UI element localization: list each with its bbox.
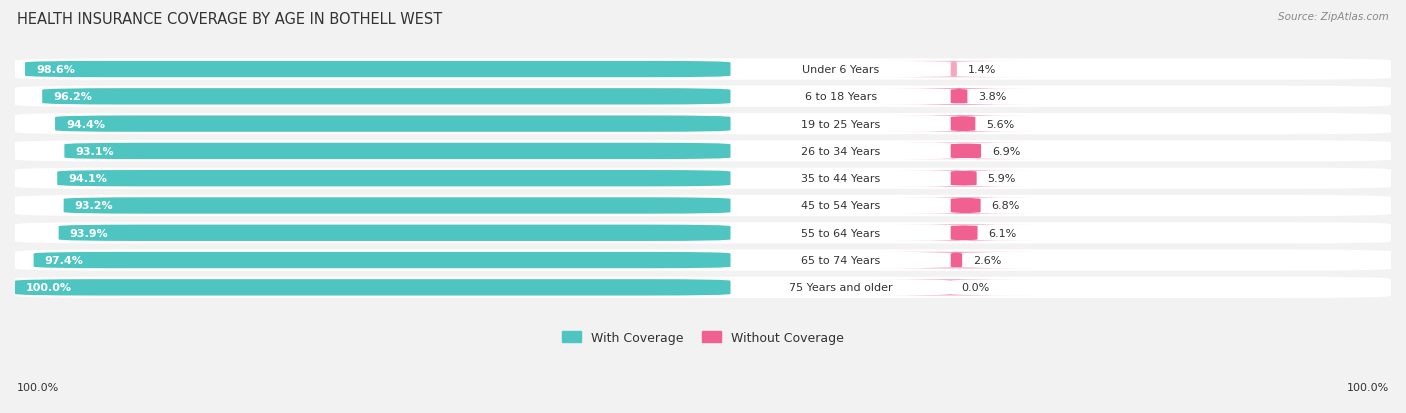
Text: 96.2%: 96.2% [53, 92, 91, 102]
Text: 5.9%: 5.9% [987, 174, 1017, 184]
Text: 75 Years and older: 75 Years and older [789, 282, 893, 293]
FancyBboxPatch shape [15, 141, 1391, 162]
Text: 19 to 25 Years: 19 to 25 Years [801, 119, 880, 129]
FancyBboxPatch shape [15, 223, 1391, 244]
FancyBboxPatch shape [55, 116, 731, 133]
Text: 6.9%: 6.9% [993, 147, 1021, 157]
FancyBboxPatch shape [15, 277, 1391, 298]
FancyBboxPatch shape [15, 195, 1391, 216]
FancyBboxPatch shape [15, 59, 1391, 81]
FancyBboxPatch shape [58, 171, 731, 187]
FancyBboxPatch shape [34, 252, 731, 268]
Text: 6.1%: 6.1% [988, 228, 1017, 238]
FancyBboxPatch shape [15, 168, 1391, 190]
FancyBboxPatch shape [884, 89, 1033, 105]
Text: 45 to 54 Years: 45 to 54 Years [801, 201, 880, 211]
Text: 98.6%: 98.6% [37, 65, 75, 75]
Text: 100.0%: 100.0% [1347, 382, 1389, 392]
FancyBboxPatch shape [893, 116, 1033, 133]
Text: 6.8%: 6.8% [991, 201, 1019, 211]
Text: HEALTH INSURANCE COVERAGE BY AGE IN BOTHELL WEST: HEALTH INSURANCE COVERAGE BY AGE IN BOTH… [17, 12, 441, 27]
Text: 100.0%: 100.0% [17, 382, 59, 392]
Text: Under 6 Years: Under 6 Years [801, 65, 879, 75]
Text: 93.1%: 93.1% [76, 147, 114, 157]
Text: 1.4%: 1.4% [967, 65, 997, 75]
Text: 93.9%: 93.9% [70, 228, 108, 238]
Text: 26 to 34 Years: 26 to 34 Years [801, 147, 880, 157]
Text: 3.8%: 3.8% [979, 92, 1007, 102]
Text: 35 to 44 Years: 35 to 44 Years [801, 174, 880, 184]
FancyBboxPatch shape [42, 89, 731, 105]
FancyBboxPatch shape [894, 171, 1033, 187]
Text: 97.4%: 97.4% [45, 256, 83, 266]
FancyBboxPatch shape [875, 62, 1033, 78]
Text: 5.6%: 5.6% [987, 119, 1015, 129]
Text: 0.0%: 0.0% [962, 282, 990, 293]
Legend: With Coverage, Without Coverage: With Coverage, Without Coverage [557, 326, 849, 349]
Text: 93.2%: 93.2% [75, 201, 114, 211]
FancyBboxPatch shape [896, 225, 1033, 241]
FancyBboxPatch shape [880, 252, 1033, 268]
Text: 6 to 18 Years: 6 to 18 Years [804, 92, 877, 102]
Text: 94.1%: 94.1% [69, 174, 107, 184]
FancyBboxPatch shape [15, 280, 731, 296]
Text: 65 to 74 Years: 65 to 74 Years [801, 256, 880, 266]
Text: 94.4%: 94.4% [66, 119, 105, 129]
FancyBboxPatch shape [15, 250, 1391, 271]
FancyBboxPatch shape [65, 143, 731, 160]
FancyBboxPatch shape [25, 62, 731, 78]
FancyBboxPatch shape [59, 225, 731, 241]
FancyBboxPatch shape [63, 198, 731, 214]
FancyBboxPatch shape [868, 280, 1033, 296]
Text: 55 to 64 Years: 55 to 64 Years [801, 228, 880, 238]
Text: 100.0%: 100.0% [25, 282, 72, 293]
FancyBboxPatch shape [15, 114, 1391, 135]
FancyBboxPatch shape [898, 198, 1033, 214]
Text: 2.6%: 2.6% [973, 256, 1001, 266]
FancyBboxPatch shape [898, 143, 1033, 160]
Text: Source: ZipAtlas.com: Source: ZipAtlas.com [1278, 12, 1389, 22]
FancyBboxPatch shape [15, 86, 1391, 108]
